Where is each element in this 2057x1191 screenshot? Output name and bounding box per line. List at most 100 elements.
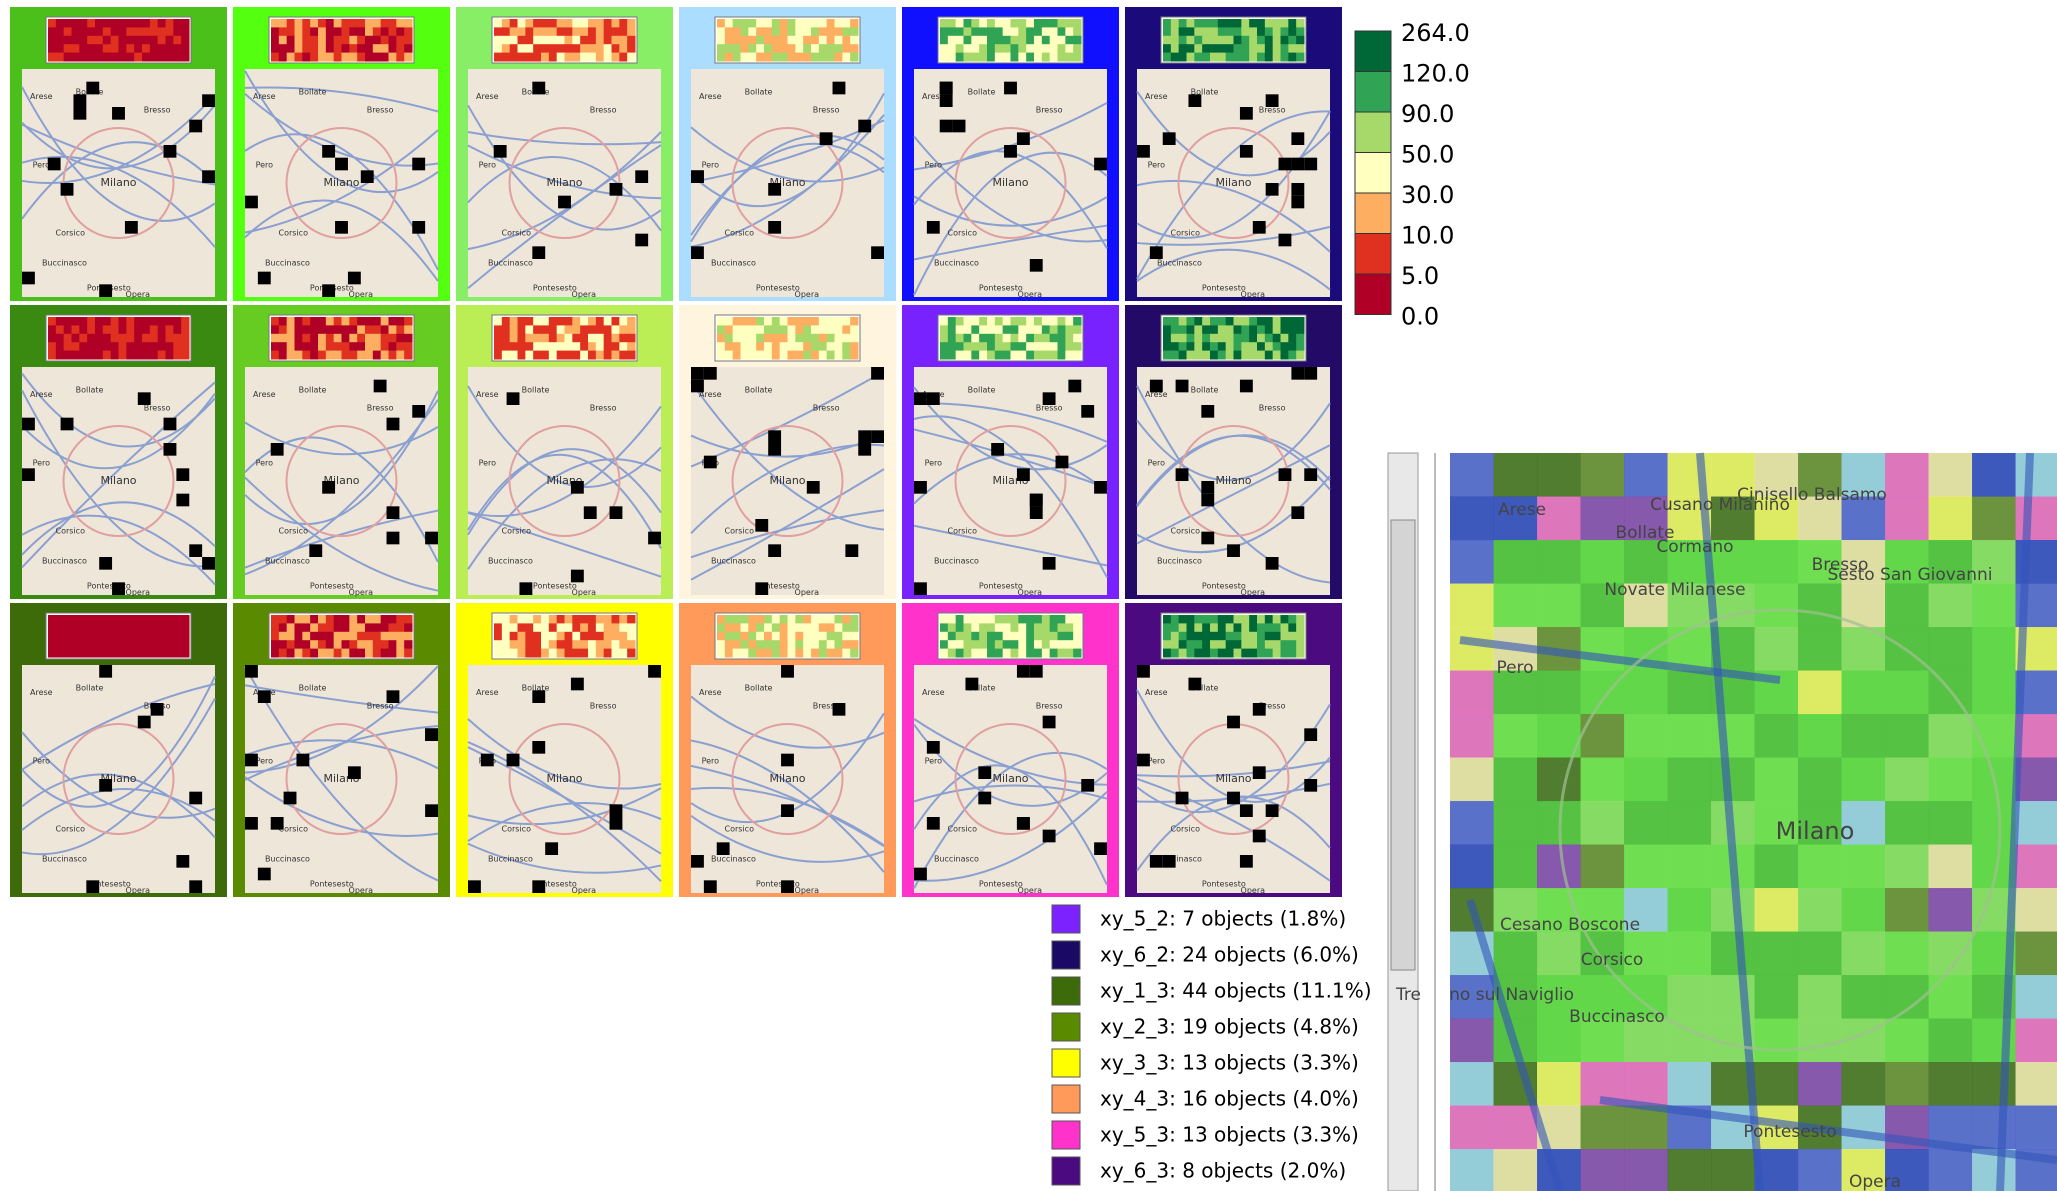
heatmap-cell bbox=[1171, 649, 1179, 658]
heatmap-cell bbox=[580, 334, 588, 343]
thumbnail[interactable]: MilanoBollateBressoAresePeroCorsicoBucci… bbox=[233, 603, 450, 897]
heatmap-cell bbox=[166, 623, 174, 632]
thumbnail[interactable]: MilanoBollateBressoAresePeroCorsicoBucci… bbox=[902, 7, 1119, 301]
cluster-swatch bbox=[1052, 977, 1080, 1005]
empty-cell bbox=[361, 170, 374, 183]
heatmap-cell bbox=[971, 640, 979, 649]
heatmap-cell bbox=[619, 342, 627, 351]
thumbnail[interactable]: MilanoBollateBressoAresePeroCorsicoBucci… bbox=[1125, 603, 1342, 897]
heatmap-cell bbox=[349, 19, 357, 28]
heatmap-cell bbox=[1281, 44, 1289, 53]
empty-cell bbox=[1017, 665, 1030, 678]
heatmap-cell bbox=[518, 640, 526, 649]
heatmap-cell bbox=[557, 44, 565, 53]
heatmap-cell bbox=[557, 325, 565, 334]
thumbnail[interactable]: MilanoBollateBressoAresePeroCorsicoBucci… bbox=[10, 7, 227, 301]
heatmap-cell bbox=[748, 19, 756, 28]
map-label: Pero bbox=[702, 756, 720, 765]
heatmap-cell bbox=[1257, 44, 1265, 53]
heatmap-cell bbox=[150, 325, 158, 334]
heatmap-cell bbox=[510, 36, 518, 45]
heatmap-cell bbox=[619, 53, 627, 62]
thumbnail[interactable]: MilanoBollateBressoAresePeroCorsicoBucci… bbox=[679, 7, 896, 301]
heatmap-cell bbox=[271, 632, 279, 641]
thumbnail[interactable]: MilanoBollateBressoAresePeroCorsicoBucci… bbox=[233, 305, 450, 599]
map-cell bbox=[1798, 671, 1842, 715]
thumbnail[interactable]: MilanoBollateBressoAresePeroCorsicoBucci… bbox=[1125, 7, 1342, 301]
heatmap-cell bbox=[389, 649, 397, 658]
map-label: Bollate bbox=[299, 683, 327, 692]
heatmap-cell bbox=[64, 44, 72, 53]
thumbnail[interactable]: MilanoBollateBressoAresePeroCorsicoBucci… bbox=[902, 305, 1119, 599]
thumbnail[interactable]: MilanoBollateBressoAresePeroCorsicoBucci… bbox=[1125, 305, 1342, 599]
heatmap-cell bbox=[1265, 317, 1273, 326]
heatmap-cell bbox=[373, 640, 381, 649]
heatmap-cell bbox=[1018, 44, 1026, 53]
empty-cell bbox=[176, 494, 189, 507]
heatmap-cell bbox=[1179, 623, 1187, 632]
heatmap-cell bbox=[95, 640, 103, 649]
heatmap-cell bbox=[995, 36, 1003, 45]
heatmap-cell bbox=[756, 649, 764, 658]
heatmap-cell bbox=[741, 36, 749, 45]
thumbnail[interactable]: MilanoBollateBressoAresePeroCorsicoBucci… bbox=[679, 603, 896, 897]
thumbnail[interactable]: MilanoBollateBressoAresePeroCorsicoBucci… bbox=[456, 603, 673, 897]
heatmap-cell bbox=[619, 27, 627, 36]
heatmap-cell bbox=[541, 53, 549, 62]
thumbnail[interactable]: MilanoBollateBressoAresePeroCorsicoBucci… bbox=[456, 305, 673, 599]
empty-cell bbox=[284, 792, 297, 805]
heatmap-cell bbox=[342, 53, 350, 62]
thumbnail[interactable]: MilanoBollateBressoAresePeroCorsicoBucci… bbox=[10, 305, 227, 599]
heatmap-cell bbox=[979, 36, 987, 45]
thumbnail[interactable]: MilanoBollateBressoAresePeroCorsicoBucci… bbox=[456, 7, 673, 301]
map-label: Pero bbox=[256, 160, 274, 169]
heatmap-cell bbox=[510, 623, 518, 632]
thumbnail[interactable]: MilanoBollateBressoAresePeroCorsicoBucci… bbox=[902, 603, 1119, 897]
heatmap-cell bbox=[772, 19, 780, 28]
heatmap-cell bbox=[1018, 19, 1026, 28]
colorbar-swatch bbox=[1355, 234, 1391, 275]
heatmap-cell bbox=[1288, 334, 1296, 343]
heatmap-cell bbox=[1288, 342, 1296, 351]
heatmap-cell bbox=[349, 351, 357, 360]
heatmap-cell bbox=[1273, 351, 1281, 360]
heatmap-cell bbox=[1194, 623, 1202, 632]
heatmap-cell bbox=[1265, 623, 1273, 632]
thumbnail[interactable]: MilanoBollateBressoAresePeroCorsicoBucci… bbox=[233, 7, 450, 301]
heatmap-cell bbox=[1073, 325, 1081, 334]
thumbnail[interactable]: MilanoBollateBressoAresePeroCorsicoBucci… bbox=[679, 305, 896, 599]
heatmap-cell bbox=[310, 342, 318, 351]
heatmap-cell bbox=[803, 649, 811, 658]
heatmap-cell bbox=[788, 317, 796, 326]
heatmap-cell bbox=[827, 44, 835, 53]
heatmap-cell bbox=[835, 623, 843, 632]
map-label: Corsico bbox=[502, 527, 532, 536]
heatmap-cell bbox=[565, 325, 573, 334]
empty-cell bbox=[1030, 506, 1043, 519]
splitter[interactable] bbox=[1420, 453, 1448, 1191]
heatmap-cell bbox=[142, 342, 150, 351]
map-label: Opera bbox=[572, 290, 597, 299]
heatmap-cell bbox=[271, 342, 279, 351]
heatmap-cell bbox=[302, 317, 310, 326]
scroll-thumb[interactable] bbox=[1391, 520, 1415, 970]
heatmap-cell bbox=[717, 342, 725, 351]
heatmap-cell bbox=[318, 36, 326, 45]
heatmap-cell bbox=[525, 640, 533, 649]
thumbnail[interactable]: MilanoBollateBressoAresePeroCorsicoBucci… bbox=[10, 603, 227, 897]
heatmap-cell bbox=[1281, 351, 1289, 360]
heatmap-cell bbox=[803, 27, 811, 36]
heatmap-cell bbox=[1194, 325, 1202, 334]
heatmap-cell bbox=[64, 342, 72, 351]
heatmap-cell bbox=[572, 640, 580, 649]
colorbar-swatch bbox=[1355, 153, 1391, 194]
heatmap-cell bbox=[795, 649, 803, 658]
heatmap-cell bbox=[79, 342, 87, 351]
heatmap-cell bbox=[173, 623, 181, 632]
map-cell bbox=[1581, 1149, 1625, 1191]
map-label: Bollate bbox=[745, 683, 773, 692]
heatmap-cell bbox=[835, 640, 843, 649]
map-label: Bollate bbox=[76, 385, 104, 394]
heatmap-cell bbox=[1011, 44, 1019, 53]
map-label: Milano bbox=[100, 474, 136, 487]
